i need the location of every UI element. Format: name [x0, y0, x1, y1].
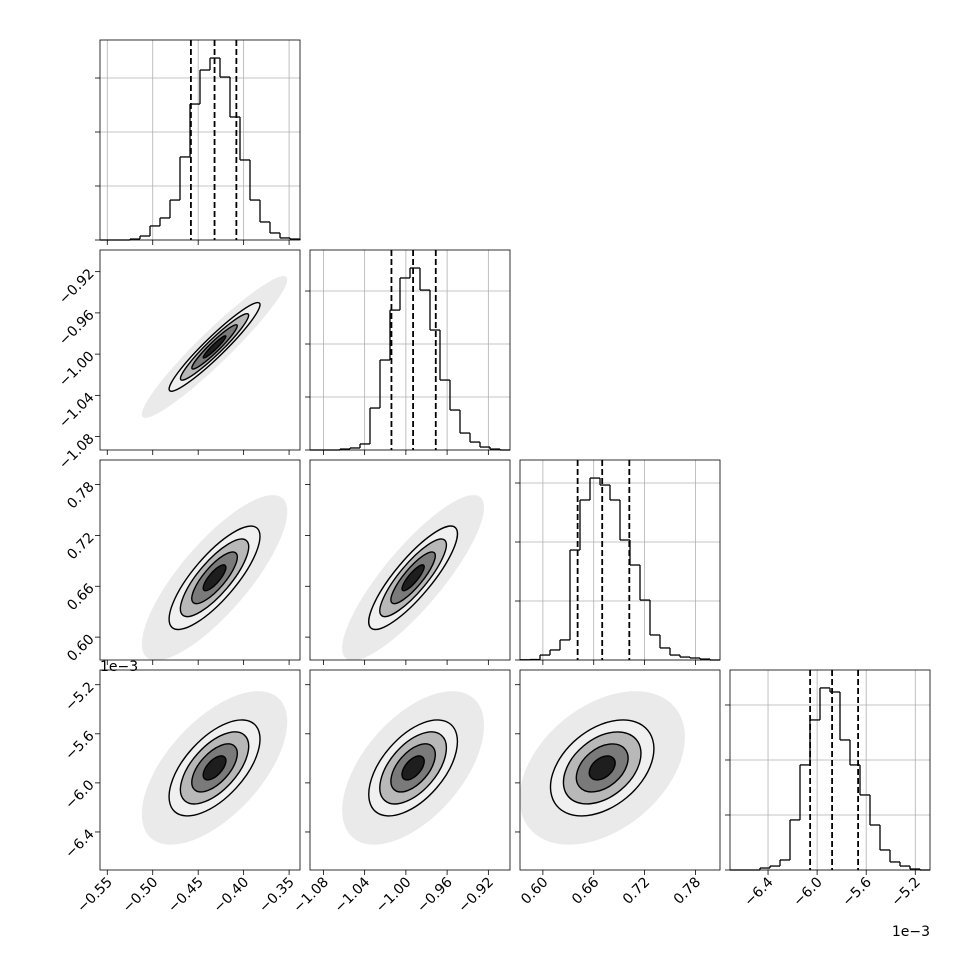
panel — [305, 459, 511, 665]
x-tick-label: −0.92 — [455, 874, 497, 916]
x-tick-label: −0.55 — [74, 874, 116, 916]
y-tick-label: 0.60 — [64, 631, 97, 664]
panel-frame — [309, 249, 511, 451]
panel-frame — [309, 459, 511, 661]
offset-label: 1e−3 — [100, 659, 138, 675]
offset-label: 1e−3 — [892, 924, 930, 940]
panel-frame — [99, 459, 301, 661]
y-tick-label: −0.92 — [56, 266, 98, 308]
panel: 0.60 0.66 0.72 0.78 — [515, 669, 721, 908]
y-tick-label: −1.00 — [56, 348, 98, 390]
y-tick-label: −5.2 — [62, 679, 97, 714]
panel-frame — [99, 249, 301, 451]
y-tick-label: −6.4 — [62, 826, 97, 861]
panel: −1.08−1.04−1.00−0.96−0.92 — [56, 249, 301, 473]
y-tick-label: −1.04 — [56, 390, 98, 432]
panel-frame — [729, 669, 931, 871]
x-tick-label: −0.35 — [256, 874, 298, 916]
x-tick-label: 0.72 — [620, 874, 653, 907]
contour — [401, 755, 425, 781]
panel-frame — [309, 669, 511, 871]
contour — [202, 755, 227, 781]
x-tick-label: −0.50 — [120, 874, 162, 916]
panel-frame — [99, 669, 301, 871]
panel: −6.4 −6.0 −5.6 −5.2 1e−3 — [725, 669, 931, 940]
contour — [202, 564, 227, 592]
x-tick-label: −0.40 — [211, 874, 253, 916]
x-tick-label: 0.78 — [671, 874, 704, 907]
panel — [95, 39, 301, 245]
density — [342, 691, 485, 845]
y-tick-label: −0.96 — [56, 307, 98, 349]
x-tick-label: −5.6 — [839, 874, 874, 909]
x-tick-label: −1.08 — [290, 874, 332, 916]
density — [141, 691, 288, 845]
x-tick-label: −1.04 — [332, 874, 374, 916]
panel-frame — [519, 459, 721, 661]
x-tick-label: −0.96 — [414, 874, 456, 916]
panel — [305, 249, 511, 455]
y-tick-label: 0.78 — [64, 479, 97, 512]
x-tick-label: 0.66 — [569, 874, 602, 907]
density — [520, 691, 685, 845]
density — [141, 495, 288, 660]
panel: −6.4 −6.0 −5.6 −5.21e−3 −0.55 −0.50 −0.45 −0.40… — [62, 659, 301, 916]
density — [342, 495, 485, 660]
y-tick-label: −1.08 — [56, 431, 98, 473]
x-tick-label: −6.4 — [741, 874, 776, 909]
density — [141, 275, 288, 418]
contour — [202, 335, 227, 359]
y-tick-label: −6.0 — [62, 777, 97, 812]
x-tick-label: 0.60 — [518, 874, 551, 907]
x-tick-label: −5.2 — [889, 874, 924, 909]
contour — [401, 564, 425, 592]
x-tick-label: −0.45 — [165, 874, 207, 916]
x-tick-label: −1.00 — [373, 874, 415, 916]
panel: −1.08−1.04−1.00−0.96−0.92 — [290, 669, 511, 916]
panel — [515, 459, 721, 665]
panel-frame — [519, 669, 721, 871]
y-tick-label: −5.6 — [62, 728, 97, 763]
y-tick-label: 0.66 — [64, 581, 97, 614]
panel-frame — [99, 39, 301, 241]
contour — [588, 755, 616, 781]
x-tick-label: −6.0 — [790, 874, 825, 909]
panel: 0.60 0.66 0.72 0.78 — [64, 459, 301, 665]
y-tick-label: 0.72 — [64, 530, 97, 563]
